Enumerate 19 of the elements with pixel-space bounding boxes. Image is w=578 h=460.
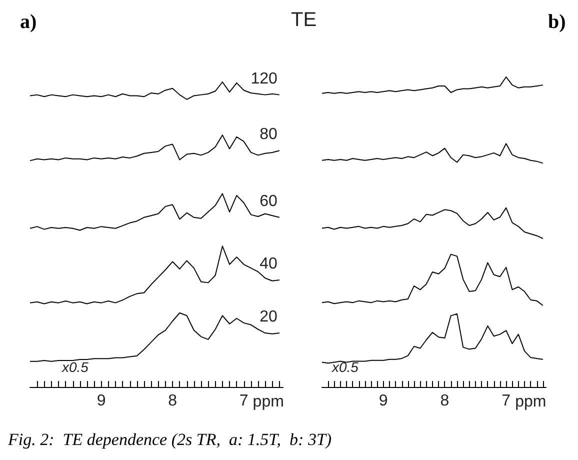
series-label: 80 xyxy=(260,126,278,144)
series-label: 40 xyxy=(260,255,278,272)
x-axis-title: ppm xyxy=(515,394,546,410)
annotation: x0.5 xyxy=(61,359,89,375)
x-tick-label: 7 xyxy=(239,392,248,410)
caption: Fig. 2: TE dependence (2s TR, a: 1.5T, b: 3T) xyxy=(8,430,332,450)
chart-title: a) xyxy=(20,11,37,33)
x-tick-label: 9 xyxy=(378,392,388,410)
x-tick-label: 8 xyxy=(168,392,178,410)
series-label: 20 xyxy=(260,308,278,326)
x-tick-label: 7 xyxy=(502,392,511,410)
series-label: 120 xyxy=(250,70,278,88)
x-axis-title: ppm xyxy=(252,394,284,410)
annotation: x0.5 xyxy=(331,359,359,375)
series-label: 60 xyxy=(260,192,278,210)
x-tick-label: 9 xyxy=(96,392,106,410)
chart-title: b) xyxy=(548,11,566,33)
x-tick-label: 8 xyxy=(440,392,450,410)
legend-title: TE xyxy=(291,9,317,31)
